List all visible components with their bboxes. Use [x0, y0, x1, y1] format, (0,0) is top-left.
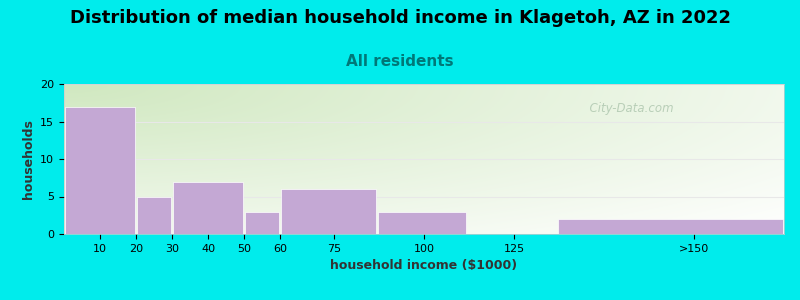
Bar: [137, 196, 171, 234]
Bar: [173, 182, 243, 234]
Bar: [378, 212, 466, 234]
Bar: [281, 189, 376, 234]
X-axis label: household income ($1000): household income ($1000): [330, 259, 518, 272]
Text: City-Data.com: City-Data.com: [582, 102, 674, 115]
Text: Distribution of median household income in Klagetoh, AZ in 2022: Distribution of median household income …: [70, 9, 730, 27]
Bar: [65, 106, 135, 234]
Text: All residents: All residents: [346, 54, 454, 69]
Bar: [558, 219, 783, 234]
Bar: [245, 212, 279, 234]
Y-axis label: households: households: [22, 119, 34, 199]
